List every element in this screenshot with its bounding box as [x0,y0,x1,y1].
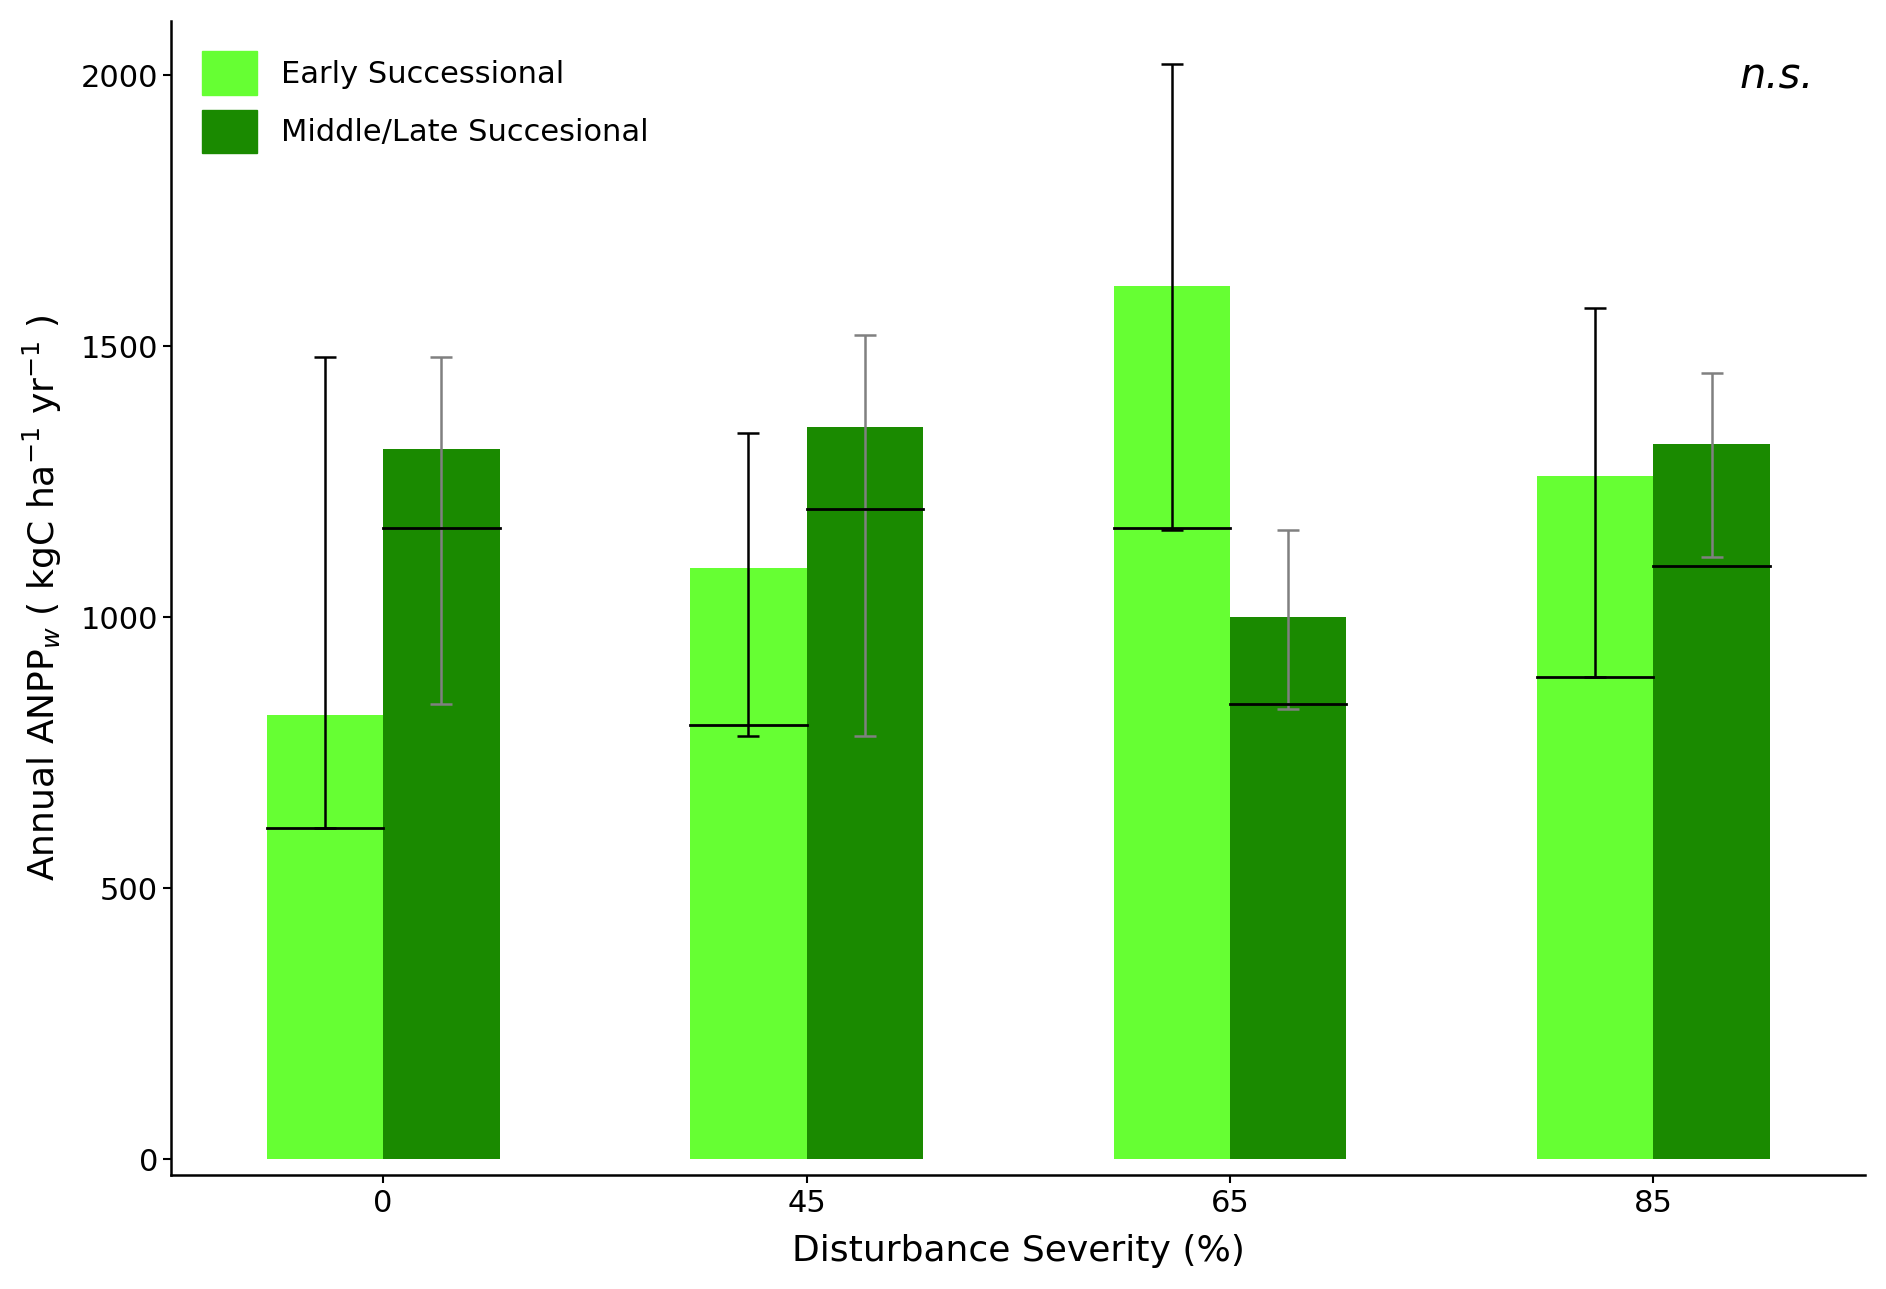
Bar [1537,476,1654,1159]
X-axis label: Disturbance Severity (%): Disturbance Severity (%) [792,1234,1245,1268]
Bar [1654,443,1769,1159]
Bar [807,428,922,1159]
Bar [1230,617,1347,1159]
Text: n.s.: n.s. [1741,55,1814,98]
Legend: Early Successional, Middle/Late Succesional: Early Successional, Middle/Late Succesio… [187,36,664,169]
Bar [266,714,383,1159]
Y-axis label: Annual ANPP$_w$ ( kgC ha$^{-1}$ yr$^{-1}$ ): Annual ANPP$_w$ ( kgC ha$^{-1}$ yr$^{-1}… [21,315,64,882]
Bar [383,449,500,1159]
Bar [690,568,807,1159]
Bar [1113,286,1230,1159]
